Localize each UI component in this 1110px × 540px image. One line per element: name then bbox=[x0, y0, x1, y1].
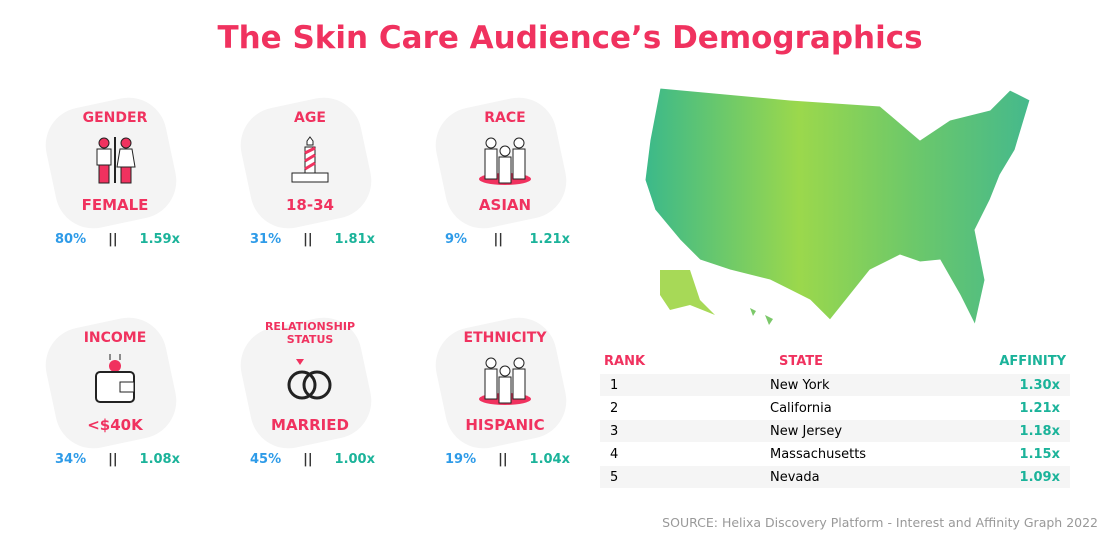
affinity: 1.30x bbox=[1019, 377, 1060, 393]
people-icon bbox=[435, 350, 575, 410]
state: California bbox=[770, 400, 832, 416]
card-stats: 9% || 1.21x bbox=[445, 232, 570, 247]
card-value: HISPANIC bbox=[465, 416, 545, 434]
percent: 19% bbox=[445, 452, 477, 467]
card-label: GENDER bbox=[82, 110, 148, 126]
card-label: RACE bbox=[484, 110, 526, 126]
affinity: 1.21x bbox=[1019, 400, 1060, 416]
wallet-icon bbox=[45, 350, 185, 410]
rank: 3 bbox=[610, 423, 619, 439]
state: Nevada bbox=[770, 469, 820, 485]
separator: || bbox=[498, 452, 508, 467]
demographic-card-race: RACE ASIAN 9% || 1.21x bbox=[428, 90, 575, 247]
card-label: RELATIONSHIP STATUS bbox=[264, 320, 356, 346]
rings-icon bbox=[240, 350, 380, 410]
gender-icon bbox=[45, 130, 185, 190]
affinity: 1.00x bbox=[334, 452, 375, 467]
affinity: 1.09x bbox=[1019, 469, 1060, 485]
table-row: 3 New Jersey 1.18x bbox=[600, 420, 1070, 442]
affinity: 1.81x bbox=[334, 232, 375, 247]
card-value: <$40K bbox=[87, 416, 143, 434]
affinity: 1.04x bbox=[529, 452, 570, 467]
col-rank: RANK bbox=[604, 354, 646, 369]
hawaii bbox=[750, 308, 773, 325]
percent: 80% bbox=[55, 232, 87, 247]
contiguous-us bbox=[644, 87, 1031, 327]
state-affinity-table: RANK STATE AFFINITY 1 New York 1.30x 2 Calif… bbox=[600, 354, 1070, 489]
card-stats: 80% || 1.59x bbox=[55, 232, 180, 247]
affinity: 1.08x bbox=[139, 452, 180, 467]
affinity: 1.15x bbox=[1019, 446, 1060, 462]
table-row: 1 New York 1.30x bbox=[600, 374, 1070, 396]
table-row: 4 Massachusetts 1.15x bbox=[600, 443, 1070, 465]
separator: || bbox=[303, 452, 313, 467]
card-value: FEMALE bbox=[81, 196, 149, 214]
card-stats: 19% || 1.04x bbox=[445, 452, 570, 467]
source-note: SOURCE: Helixa Discovery Platform - Inte… bbox=[662, 515, 1098, 530]
percent: 31% bbox=[250, 232, 282, 247]
state: New York bbox=[770, 377, 830, 393]
affinity: 1.18x bbox=[1019, 423, 1060, 439]
table-row: 5 Nevada 1.09x bbox=[600, 466, 1070, 488]
separator: || bbox=[108, 232, 118, 247]
card-value: 18-34 bbox=[286, 196, 334, 214]
card-label: AGE bbox=[294, 110, 326, 126]
demographic-card-age: AGE 18-34 31% || 1.81x bbox=[233, 90, 380, 247]
affinity: 1.21x bbox=[529, 232, 570, 247]
alaska bbox=[660, 270, 715, 315]
card-value: MARRIED bbox=[271, 416, 349, 434]
percent: 9% bbox=[445, 232, 468, 247]
card-label: ETHNICITY bbox=[463, 330, 547, 346]
col-affinity: AFFINITY bbox=[999, 354, 1066, 369]
state: Massachusetts bbox=[770, 446, 867, 462]
card-value: ASIAN bbox=[478, 196, 532, 214]
percent: 45% bbox=[250, 452, 282, 467]
table-row: 2 California 1.21x bbox=[600, 397, 1070, 419]
demographic-card-relationship-status: RELATIONSHIP STATUS MARRIED 45% || 1.00x bbox=[233, 310, 380, 467]
demographic-card-gender: GENDER FEMALE 80% || 1.59x bbox=[38, 90, 185, 247]
table-header: RANK STATE AFFINITY bbox=[600, 354, 1070, 374]
card-stats: 45% || 1.00x bbox=[250, 452, 375, 467]
rank: 2 bbox=[610, 400, 619, 416]
demographic-card-income: INCOME <$40K 34% || 1.08x bbox=[38, 310, 185, 467]
us-map bbox=[644, 87, 1031, 327]
state: New Jersey bbox=[770, 423, 843, 439]
rank: 4 bbox=[610, 446, 619, 462]
rank: 1 bbox=[610, 377, 619, 393]
separator: || bbox=[303, 232, 313, 247]
rank: 5 bbox=[610, 469, 619, 485]
separator: || bbox=[108, 452, 118, 467]
demographic-card-ethnicity: ETHNICITY HISPANIC 19% || 1.04x bbox=[428, 310, 575, 467]
card-stats: 31% || 1.81x bbox=[250, 232, 375, 247]
col-state: STATE bbox=[778, 354, 823, 369]
separator: || bbox=[493, 232, 504, 247]
page-title: The Skin Care Audience’s Demographics bbox=[217, 20, 923, 56]
affinity: 1.59x bbox=[139, 232, 180, 247]
card-label: INCOME bbox=[83, 330, 147, 346]
candle-icon bbox=[240, 130, 380, 190]
people-icon bbox=[435, 130, 575, 190]
card-stats: 34% || 1.08x bbox=[55, 452, 180, 467]
percent: 34% bbox=[55, 452, 87, 467]
